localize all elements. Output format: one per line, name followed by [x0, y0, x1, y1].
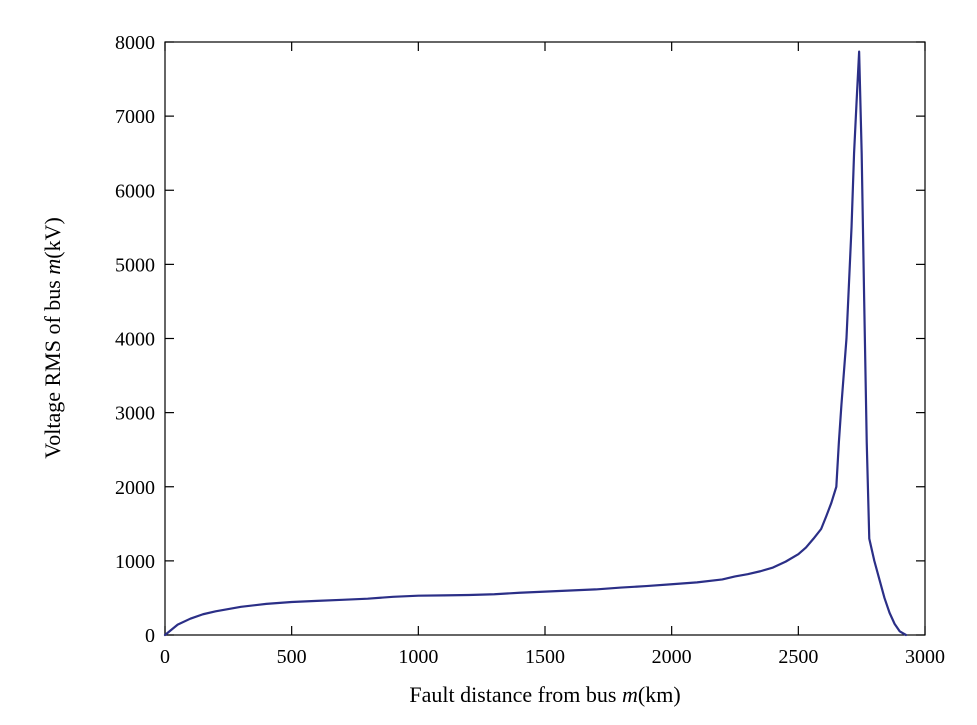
y-tick-label: 8000 — [115, 32, 155, 54]
x-tick-label: 500 — [277, 646, 307, 668]
y-tick-label: 5000 — [115, 254, 155, 276]
plot-frame — [164, 41, 926, 636]
y-tick-label: 3000 — [115, 403, 155, 425]
y-axis-label: Voltage RMS of bus m(kV) — [40, 217, 65, 459]
y-tick-label: 6000 — [115, 180, 155, 202]
x-tick-label: 1000 — [398, 646, 438, 668]
y-tick-label: 7000 — [115, 106, 155, 128]
series-line — [163, 50, 908, 637]
y-axis-ticks: 0 1000 2000 3000 4000 5000 6000 7000 8000 — [115, 32, 925, 647]
y-tick-label: 0 — [145, 625, 155, 647]
y-tick-label: 2000 — [115, 477, 155, 499]
x-axis-ticks: 0 500 1000 1500 2000 2500 3000 — [160, 42, 945, 668]
y-tick-label: 1000 — [115, 551, 155, 573]
x-axis-label: Fault distance from bus m(km) — [409, 682, 680, 707]
x-tick-label: 1500 — [525, 646, 565, 668]
x-tick-label: 2000 — [652, 646, 692, 668]
x-tick-label: 2500 — [778, 646, 818, 668]
y-tick-label: 4000 — [115, 329, 155, 351]
x-tick-label: 3000 — [905, 646, 945, 668]
x-tick-label: 0 — [160, 646, 170, 668]
